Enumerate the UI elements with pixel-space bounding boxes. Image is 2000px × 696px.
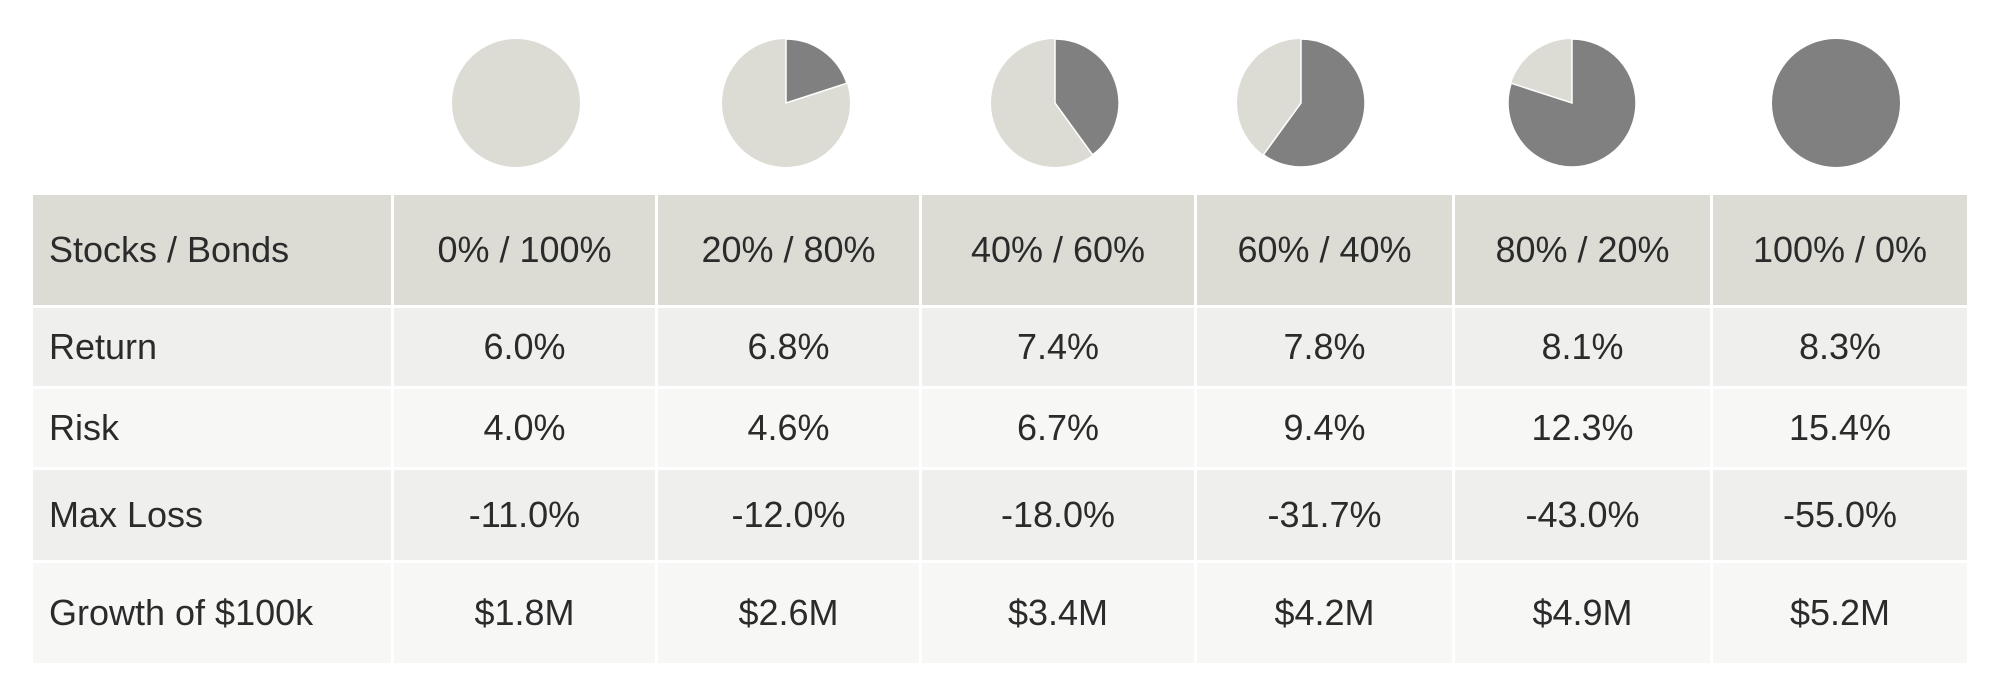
table-cell: $3.4M [919, 560, 1197, 666]
column-header: 60% / 40% [1194, 192, 1455, 308]
allocation-pie [1237, 38, 1366, 168]
table-row-risk: Risk 4.0% 4.6% 6.7% 9.4% 12.3% 15.4% [30, 386, 1970, 470]
column-header: 0% / 100% [391, 192, 658, 308]
row-label: Growth of $100k [30, 560, 394, 666]
allocation-pie [722, 38, 850, 167]
table-cell: 7.8% [1194, 305, 1455, 389]
pie-slice-stocks [1772, 39, 1900, 167]
table-header-row: Stocks / Bonds 0% / 100% 20% / 80% 40% /… [30, 192, 1970, 308]
table-cell: -12.0% [655, 467, 922, 563]
pie-slice-bonds [452, 39, 580, 167]
column-header: Stocks / Bonds [30, 192, 394, 308]
table-cell: $2.6M [655, 560, 922, 666]
table-cell: -18.0% [919, 467, 1197, 563]
column-header: 20% / 80% [655, 192, 922, 308]
table-cell: -43.0% [1452, 467, 1713, 563]
allocation-table: Stocks / Bonds 0% / 100% 20% / 80% 40% /… [30, 192, 1970, 666]
pie-slice-stocks [1054, 38, 1120, 156]
table-cell: 4.0% [391, 386, 658, 470]
row-label: Max Loss [30, 467, 394, 563]
allocation-pie [452, 39, 580, 167]
table-cell: 15.4% [1710, 386, 1970, 470]
pie-slice-stocks [785, 38, 848, 105]
table-cell: $4.9M [1452, 560, 1713, 666]
table-cell: 8.3% [1710, 305, 1970, 389]
table-cell: 12.3% [1452, 386, 1713, 470]
table-cell: $4.2M [1194, 560, 1455, 666]
table-cell: -55.0% [1710, 467, 1970, 563]
table-cell: $1.8M [391, 560, 658, 666]
column-header: 100% / 0% [1710, 192, 1970, 308]
table-row-growth: Growth of $100k $1.8M $2.6M $3.4M $4.2M … [30, 560, 1970, 666]
table-cell: 4.6% [655, 386, 922, 470]
table-row-max-loss: Max Loss -11.0% -12.0% -18.0% -31.7% -43… [30, 467, 1970, 563]
row-label: Return [30, 305, 394, 389]
column-header: 80% / 20% [1452, 192, 1713, 308]
allocation-pie [1507, 38, 1637, 168]
pie-slice-stocks [1262, 38, 1366, 168]
table-cell: -31.7% [1194, 467, 1455, 563]
pie-slice-stocks [1507, 38, 1637, 168]
table-cell: 6.0% [391, 305, 658, 389]
table-cell: $5.2M [1710, 560, 1970, 666]
allocation-pie [991, 38, 1120, 167]
table-cell: 6.8% [655, 305, 922, 389]
allocation-pie-row [0, 0, 2000, 190]
table-row-return: Return 6.0% 6.8% 7.4% 7.8% 8.1% 8.3% [30, 305, 1970, 389]
allocation-pie [1772, 39, 1900, 167]
column-header: 40% / 60% [919, 192, 1197, 308]
table-cell: 6.7% [919, 386, 1197, 470]
table-cell: -11.0% [391, 467, 658, 563]
table-cell: 8.1% [1452, 305, 1713, 389]
table-cell: 7.4% [919, 305, 1197, 389]
table-cell: 9.4% [1194, 386, 1455, 470]
row-label: Risk [30, 386, 394, 470]
